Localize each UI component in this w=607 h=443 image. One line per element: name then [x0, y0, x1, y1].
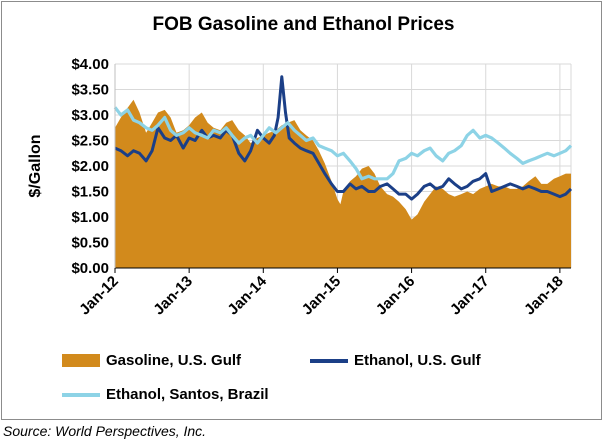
y-tick-label: $4.00 [71, 56, 109, 73]
y-tick-label: $3.00 [71, 107, 109, 124]
chart-title: FOB Gasoline and Ethanol Prices [152, 14, 455, 35]
series-area-gasoline [115, 99, 571, 268]
chart-frame [1, 1, 602, 420]
y-tick-label: $0.00 [71, 260, 109, 277]
x-tick-label: Jan-17 [447, 273, 493, 319]
y-tick-label: $2.00 [71, 158, 109, 175]
y-tick-label: $2.50 [71, 133, 109, 150]
x-tick-label: Jan-14 [224, 272, 270, 318]
area-layer [115, 99, 571, 268]
line-layer [113, 75, 573, 201]
legend-swatch-gasoline [62, 354, 100, 367]
y-tick-label: $0.50 [71, 235, 109, 252]
legend-item-gasoline: Gasoline, U.S. Gulf [62, 352, 241, 369]
y-tick-label: $1.00 [71, 209, 109, 226]
x-tick-label: Jan-18 [521, 273, 567, 319]
x-tick-label: Jan-16 [373, 273, 419, 319]
source-note: Source: World Perspectives, Inc. [3, 423, 207, 439]
legend-item-ethanol-brazil: Ethanol, Santos, Brazil [62, 386, 269, 403]
legend-label-ethanol-brazil: Ethanol, Santos, Brazil [106, 386, 269, 403]
y-axis-label: $/Gallon [27, 134, 44, 197]
y-tick-label: $1.50 [71, 184, 109, 201]
x-tick-label: Jan-15 [299, 273, 345, 319]
y-tick-label: $3.50 [71, 82, 109, 99]
legend-label-gasoline: Gasoline, U.S. Gulf [106, 352, 242, 369]
x-tick-label: Jan-13 [150, 273, 196, 319]
legend-swatch-ethanol-brazil [62, 392, 100, 397]
legend-item-ethanol-us: Ethanol, U.S. Gulf [310, 352, 481, 369]
series-line-ethanol-us [114, 75, 573, 201]
legend-label-ethanol-us: Ethanol, U.S. Gulf [354, 352, 481, 369]
series-line-ethanol-brazil [113, 106, 573, 181]
x-tick-label: Jan-12 [76, 273, 122, 319]
legend-swatch-ethanol-us [310, 358, 348, 363]
